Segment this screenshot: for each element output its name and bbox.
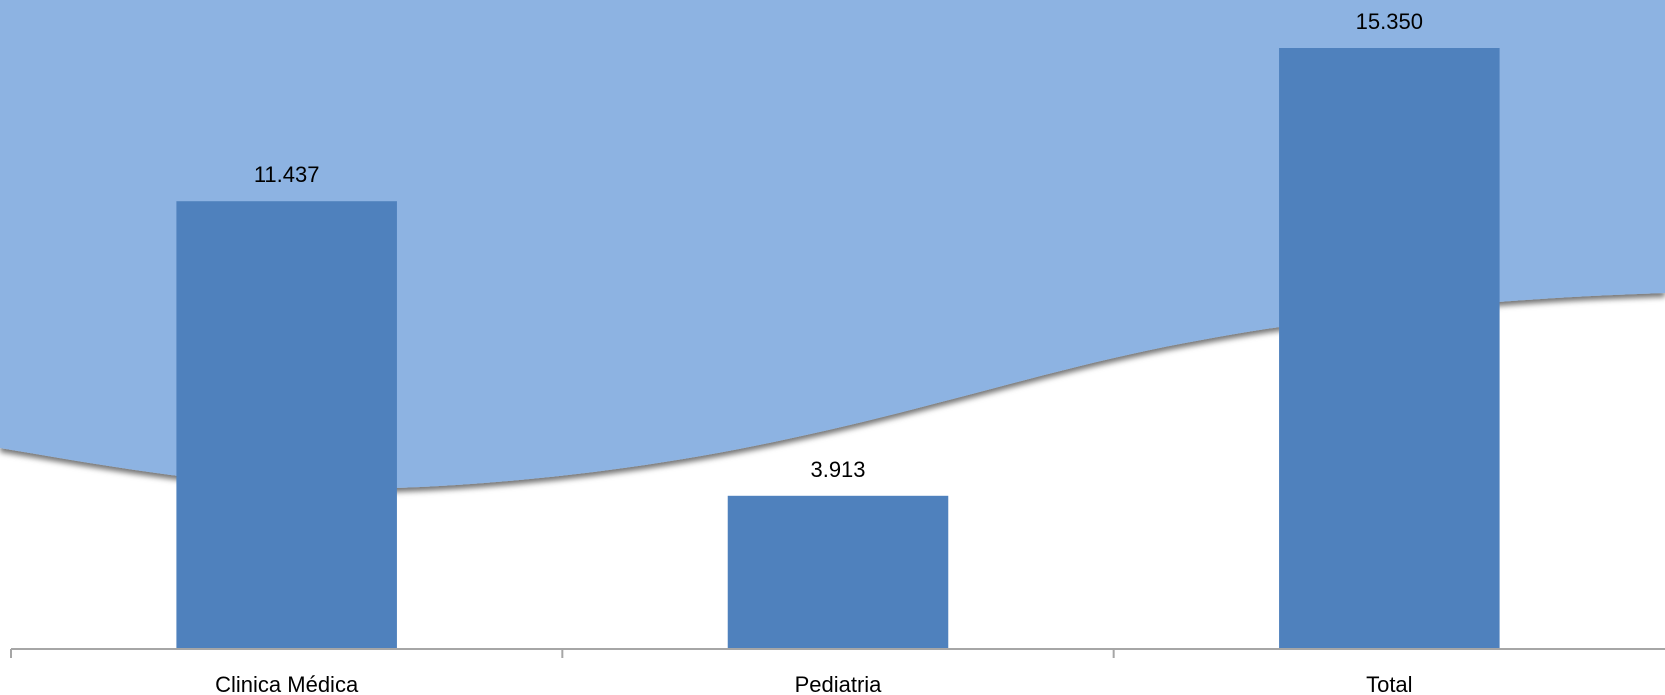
bar-2 <box>1279 48 1500 649</box>
data-labels-group: 11.437 3.913 15.350 <box>254 9 1423 482</box>
bar-0 <box>176 201 397 649</box>
data-label-0: 11.437 <box>254 162 320 187</box>
x-axis: Clinica Médica Pediatria Total <box>10 648 1665 695</box>
bar-1 <box>727 495 949 649</box>
data-label-2: 15.350 <box>1356 9 1423 34</box>
x-tick-label-2: Total <box>1366 672 1412 695</box>
bars-group <box>176 48 1500 649</box>
x-tick-label-0: Clinica Médica <box>215 672 359 695</box>
background-wave <box>0 0 1665 489</box>
data-label-1: 3.913 <box>810 457 865 482</box>
x-tick-label-1: Pediatria <box>795 672 883 695</box>
